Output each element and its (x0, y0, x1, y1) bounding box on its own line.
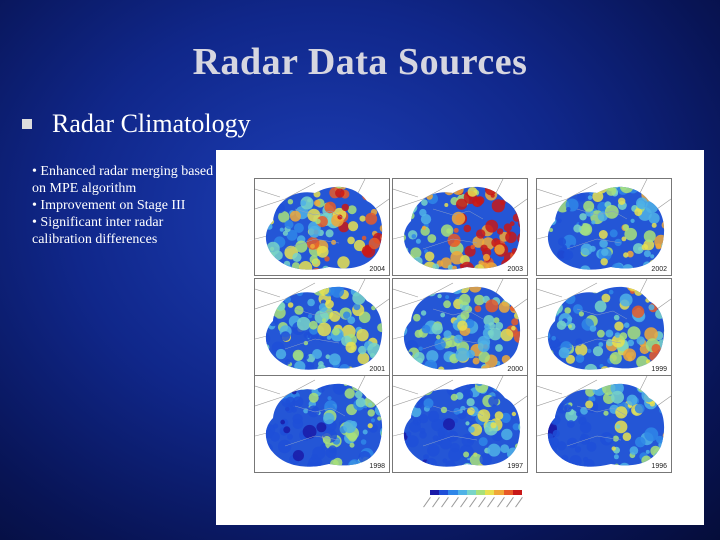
legend-tick (478, 497, 487, 508)
radar-map-panel: 1996 (536, 375, 672, 473)
radar-map-image (537, 376, 671, 467)
radar-map-image (255, 279, 389, 370)
legend-tick (450, 497, 459, 508)
main-bullet-text: Radar Climatology (52, 109, 251, 138)
legend-tick (423, 497, 431, 508)
legend-swatch (430, 490, 440, 495)
panel-year-label: 2000 (507, 366, 523, 373)
legend-swatch (466, 490, 477, 495)
panel-year-label: 1999 (651, 366, 667, 373)
sub-bullet-list: • Enhanced radar merging based on MPE al… (32, 163, 214, 248)
panel-year-label: 1998 (369, 463, 385, 470)
legend-swatch (457, 490, 467, 495)
radar-map-panel: 2001 (254, 278, 390, 376)
legend-swatch (448, 490, 458, 495)
sub-bullet-2: • Improvement on Stage III (32, 198, 186, 213)
radar-map-image (255, 376, 389, 467)
radar-map-image (393, 376, 527, 467)
legend-tick (441, 497, 450, 508)
legend-tick-marks (423, 497, 523, 517)
radar-map-image (393, 179, 527, 270)
square-bullet-icon (22, 119, 32, 129)
legend-color-bar (430, 490, 523, 495)
legend-tick (432, 497, 441, 508)
radar-map-image (255, 179, 389, 270)
legend-swatch (439, 490, 449, 495)
radar-map-image (393, 279, 527, 370)
legend-tick (505, 497, 514, 508)
radar-map-panel: 2004 (254, 178, 390, 276)
radar-map-image (537, 279, 671, 370)
legend-swatch (503, 490, 513, 495)
legend-tick (496, 497, 505, 508)
panel-year-label: 2001 (369, 366, 385, 373)
radar-map-panel: 1999 (536, 278, 672, 376)
radar-map-panel: 2003 (392, 178, 528, 276)
main-bullet: Radar Climatology (22, 108, 251, 140)
sub-bullet-3: • Significant inter radar calibration di… (32, 215, 164, 247)
legend-swatch (512, 490, 523, 495)
radar-map-panel: 1997 (392, 375, 528, 473)
legend-tick (469, 497, 477, 508)
legend-swatch (485, 490, 495, 495)
radar-climatology-figure: 2004 2003 2002 2001 2000 1999 1998 1997 1996 (216, 150, 704, 525)
legend-tick (515, 497, 523, 508)
panel-year-label: 2003 (507, 266, 523, 273)
panel-year-label: 2002 (651, 266, 667, 273)
panel-year-label: 1997 (507, 463, 523, 470)
radar-map-image (537, 179, 671, 270)
slide-title: Radar Data Sources (192, 41, 528, 83)
legend-swatch (494, 490, 504, 495)
color-legend (416, 476, 536, 521)
panel-year-label: 1996 (651, 463, 667, 470)
radar-map-panel: 2000 (392, 278, 528, 376)
sub-bullet-1: • Enhanced radar merging based on MPE al… (32, 164, 214, 196)
legend-swatch (476, 490, 486, 495)
radar-map-panel: 1998 (254, 375, 390, 473)
legend-tick (487, 497, 496, 508)
legend-tick (459, 497, 468, 508)
panel-year-label: 2004 (369, 266, 385, 273)
radar-map-panel: 2002 (536, 178, 672, 276)
